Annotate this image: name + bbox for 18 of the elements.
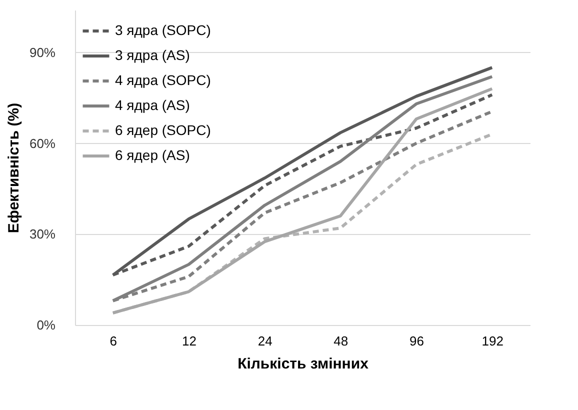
x-tick-label: 48: [334, 334, 348, 348]
legend-label: 3 ядра (AS): [115, 47, 190, 63]
legend-label: 4 ядра (SOPC): [115, 72, 211, 88]
x-tick-label: 192: [482, 334, 504, 348]
y-tick-label: 90%: [29, 44, 56, 60]
x-tick-label: 12: [182, 334, 196, 348]
y-tick-label: 0%: [36, 318, 56, 332]
legend-label: 4 ядра (AS): [115, 97, 190, 113]
x-tick-label: 6: [110, 334, 118, 348]
legend-label: 3 ядра (SOPC): [115, 22, 211, 38]
y-axis-title: Ефективність (%): [5, 102, 22, 234]
y-tick-label: 60%: [29, 136, 56, 151]
legend-label: 6 ядер (AS): [115, 147, 190, 163]
legend-label: 6 ядер (SOPC): [115, 122, 211, 138]
x-tick-label: 24: [258, 334, 272, 348]
x-tick-label: 96: [410, 334, 424, 348]
x-axis-title: Кількість змінних: [238, 356, 370, 372]
y-tick-label: 30%: [29, 226, 56, 242]
